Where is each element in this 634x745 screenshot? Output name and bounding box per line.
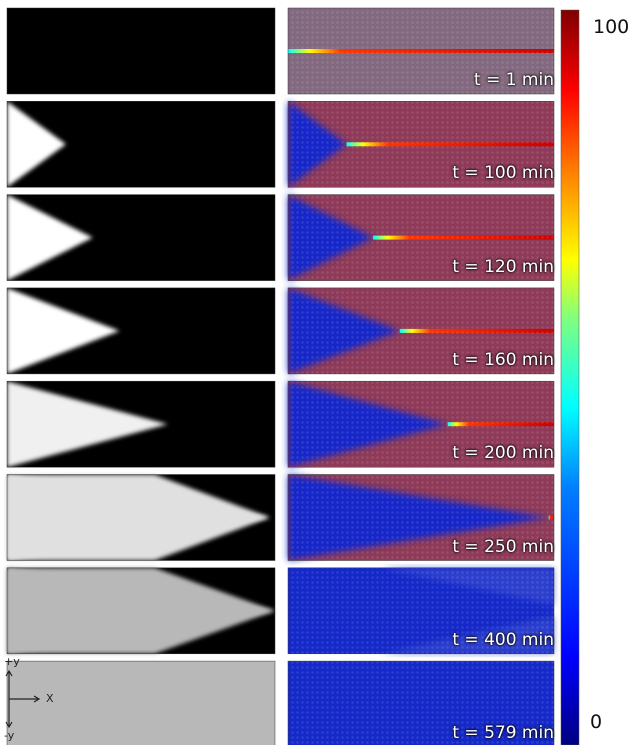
panel-frame	[6, 380, 276, 468]
concentration-panel	[6, 7, 276, 95]
colorbar-max-label: 100	[593, 16, 630, 38]
heatmap-frame	[287, 567, 555, 655]
heatmap-panel	[287, 101, 555, 188]
y-arrow-down-icon	[5, 721, 13, 729]
axis-indicator	[5, 669, 41, 729]
concentration-wedge	[7, 381, 168, 468]
heatmap-panel	[287, 474, 555, 561]
minus-y-label: -y	[4, 729, 15, 742]
time-label: t = 200 min	[452, 443, 554, 464]
concentration-panel	[6, 194, 276, 281]
hex-texture	[288, 287, 554, 374]
concentration-wedge-body	[7, 567, 275, 654]
concentration-panel	[6, 101, 276, 188]
concentration-panel	[6, 567, 276, 655]
concentration-wedge	[7, 194, 93, 281]
x-arrow-icon	[33, 695, 41, 703]
heatmap-frame	[287, 474, 555, 561]
time-label: t = 579 min	[452, 723, 554, 744]
heatmap-frame	[287, 7, 555, 95]
plus-y-label: +y	[4, 655, 20, 668]
x-label: X	[46, 692, 54, 705]
time-label: t = 400 min	[452, 629, 554, 650]
heatmap-panel	[287, 567, 555, 655]
colorbar-gradient	[561, 10, 579, 745]
concentration-panel	[6, 474, 276, 561]
colorbar-min-label: 0	[590, 711, 603, 733]
y-arrow-up-icon	[5, 669, 13, 677]
hex-texture	[288, 661, 554, 745]
hex-texture	[288, 474, 554, 561]
hex-texture	[288, 567, 554, 654]
heatmap-panel	[287, 660, 555, 745]
panel-frame	[6, 194, 276, 281]
panel-background	[7, 661, 275, 745]
concentration-panel	[6, 287, 276, 375]
panel-frame	[6, 7, 276, 95]
heatmap-panel	[287, 380, 555, 468]
panel-frame	[6, 660, 276, 745]
heatmap-frame	[287, 380, 555, 468]
panel-frame	[6, 474, 276, 561]
panel-background	[7, 8, 275, 94]
time-label: t = 120 min	[452, 256, 554, 277]
concentration-wedge-body	[7, 474, 270, 561]
time-label: t = 250 min	[452, 536, 554, 557]
colorbar-frame	[560, 9, 580, 745]
time-label: t = 160 min	[452, 349, 554, 370]
heatmap-panel	[287, 287, 555, 375]
panel-frame	[6, 287, 276, 375]
colorbar	[560, 9, 580, 745]
hex-texture	[288, 101, 554, 188]
heatmap-panel	[287, 7, 555, 95]
heatmap-frame	[287, 194, 555, 281]
hex-texture	[288, 8, 554, 94]
panel-frame	[6, 101, 276, 188]
hex-texture	[288, 194, 554, 281]
time-label: t = 100 min	[452, 163, 554, 184]
heatmap-panels	[287, 7, 555, 745]
concentration-wedge	[7, 101, 66, 188]
concentration-panels	[6, 7, 276, 745]
heatmap-panel	[287, 194, 555, 281]
heatmap-frame	[287, 101, 555, 188]
hex-texture	[288, 381, 554, 468]
heatmap-frame	[287, 287, 555, 375]
concentration-wedge	[7, 287, 120, 374]
panel-frame	[6, 567, 276, 655]
time-label: t = 1 min	[474, 70, 554, 90]
concentration-panel	[6, 660, 276, 745]
heatmap-frame	[287, 660, 555, 745]
concentration-panel	[6, 380, 276, 468]
